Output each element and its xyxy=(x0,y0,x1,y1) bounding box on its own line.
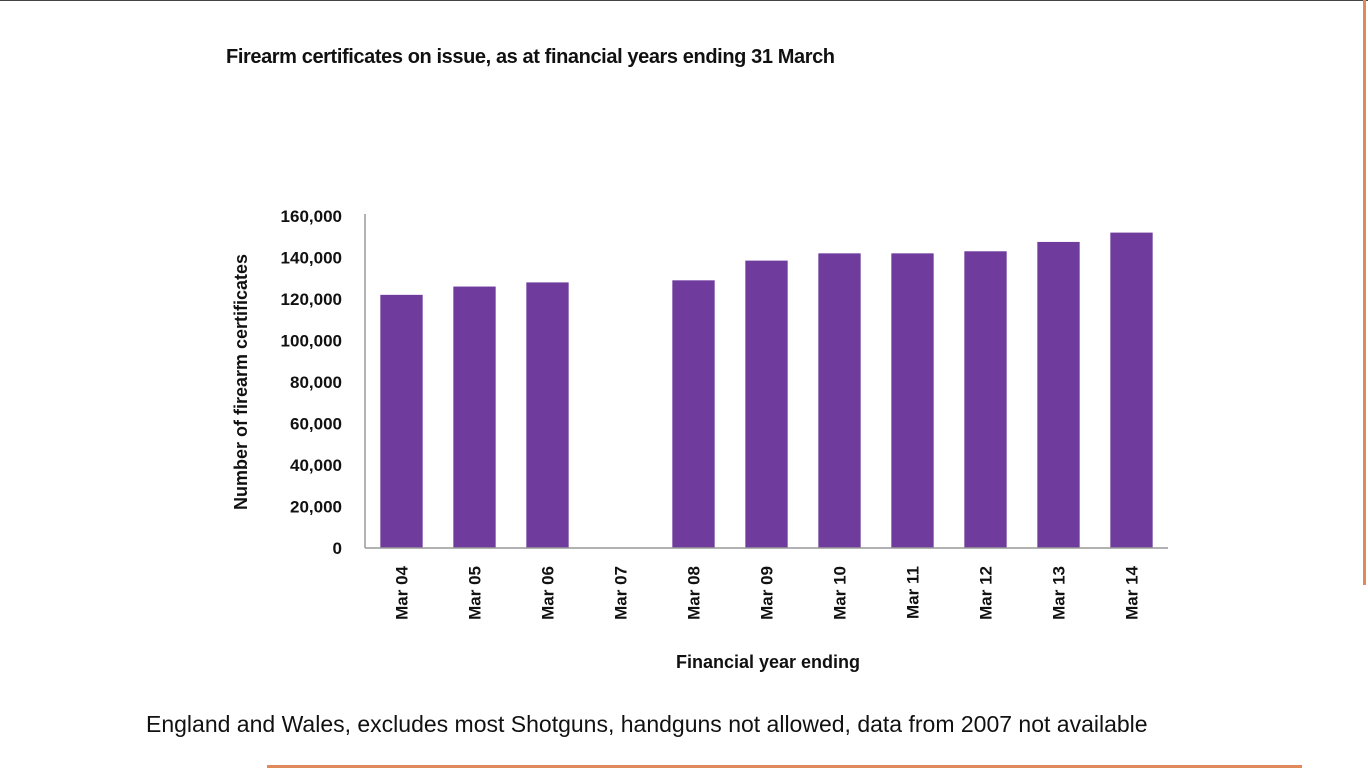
bar xyxy=(526,282,569,548)
x-tick-label: Mar 09 xyxy=(758,566,777,620)
x-tick-label: Mar 05 xyxy=(466,566,485,620)
chart-title: Firearm certificates on issue, as at fin… xyxy=(226,46,835,68)
y-tick-label: 140,000 xyxy=(281,249,342,268)
bar xyxy=(818,253,861,548)
bar xyxy=(964,251,1007,548)
y-tick-label: 0 xyxy=(333,539,342,558)
bar xyxy=(891,253,934,548)
bar-chart: Firearm certificates on issue, as at fin… xyxy=(226,46,1168,672)
y-axis-label: Number of firearm certificates xyxy=(231,254,251,510)
bar xyxy=(1037,241,1080,548)
x-tick-label: Mar 06 xyxy=(539,566,558,620)
x-tick-label: Mar 08 xyxy=(685,566,704,620)
bar xyxy=(1110,232,1153,548)
y-tick-label: 120,000 xyxy=(281,290,342,309)
y-tick-label: 160,000 xyxy=(281,207,342,226)
x-axis-label: Financial year ending xyxy=(676,652,860,672)
chart-caption: England and Wales, excludes most Shotgun… xyxy=(146,711,1148,737)
x-tick-label: Mar 04 xyxy=(393,565,412,619)
x-tick-label: Mar 12 xyxy=(977,566,996,620)
x-axis-ticks: Mar 04 Mar 05 Mar 06 Mar 07 Mar 08 Mar 09 Mar … xyxy=(393,565,1142,619)
bar xyxy=(745,260,788,548)
bar xyxy=(672,280,715,548)
x-tick-label: Mar 11 xyxy=(904,566,923,619)
y-tick-label: 100,000 xyxy=(281,332,342,351)
x-tick-label: Mar 10 xyxy=(831,566,850,620)
bars xyxy=(380,232,1153,548)
y-axis-ticks: 0 20,000 40,000 60,000 80,000 100,000 120,000 1… xyxy=(281,207,342,558)
x-tick-label: Mar 13 xyxy=(1050,566,1069,620)
x-tick-label: Mar 07 xyxy=(612,566,631,620)
y-tick-label: 80,000 xyxy=(290,373,342,392)
bar xyxy=(453,286,496,548)
bar xyxy=(380,294,423,548)
x-tick-label: Mar 14 xyxy=(1123,565,1142,619)
right-accent-line xyxy=(1363,0,1366,585)
bottom-accent-line xyxy=(267,765,1302,768)
y-tick-label: 60,000 xyxy=(290,415,342,434)
y-tick-label: 40,000 xyxy=(290,456,342,475)
y-tick-label: 20,000 xyxy=(290,498,342,517)
top-border xyxy=(0,0,1368,1)
